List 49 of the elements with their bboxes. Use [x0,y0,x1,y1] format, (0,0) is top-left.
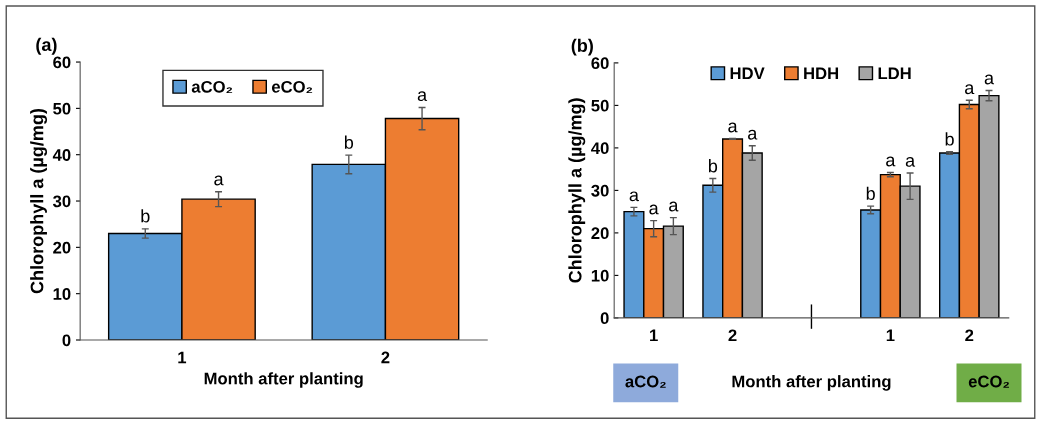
legend-label: HDH [804,67,839,80]
y-axis-title: Chlorophyll a (µg/mg) [30,108,48,294]
data-label: a [728,122,738,133]
legend-label: eCO₂ [271,80,313,94]
data-label: b [708,159,718,173]
y-tick-label: 20 [591,227,609,240]
y-axis-title: Chlorophyll a (µg/mg) [568,98,586,283]
y-tick-label: 20 [53,241,71,254]
data-label: a [649,204,659,215]
data-label: b [945,132,954,146]
x-tick-label: 1 [650,329,658,342]
chart-title: (b) [571,38,593,56]
data-label: a [984,74,995,85]
y-tick-label: 0 [62,334,71,347]
legend-label: HDV [730,67,765,80]
x-axis-title: Month after planting [732,375,891,391]
y-tick-label: 10 [591,269,609,282]
y-tick-label: 60 [53,56,71,69]
y-tick-label: 40 [591,142,609,155]
chart-title: (a) [36,37,57,55]
data-label: a [748,129,758,140]
x-tick-label: 2 [381,351,390,364]
y-tick-label: 10 [53,288,71,300]
x-axis-title: Month after planting [204,372,363,388]
x-tick-label: 2 [728,329,737,342]
y-tick-label: 0 [600,312,609,325]
data-label: a [629,191,639,202]
y-tick-label: 30 [591,184,609,197]
legend-label: LDH [878,67,911,80]
y-tick-label: 60 [591,57,609,70]
data-label: b [866,186,875,201]
data-label: a [886,156,896,167]
y-tick-label: 30 [52,195,71,208]
text: eCO₂ [968,375,1009,388]
data-label: a [669,201,679,212]
data-label: b [141,209,150,223]
text: aCO₂ [625,375,666,388]
legend-label: aCO₂ [191,80,233,94]
data-label: a [905,156,916,167]
x-tick-label: 1 [178,351,187,364]
y-tick-label: 50 [591,99,609,112]
data-label: b [344,135,354,149]
x-tick-label: 2 [965,329,974,342]
data-label: a [965,84,975,95]
y-tick-label: 50 [53,102,71,115]
x-tick-label: 1 [886,329,895,342]
data-label: a [417,91,428,102]
y-tick-label: 40 [52,149,71,161]
data-label: a [214,175,224,186]
